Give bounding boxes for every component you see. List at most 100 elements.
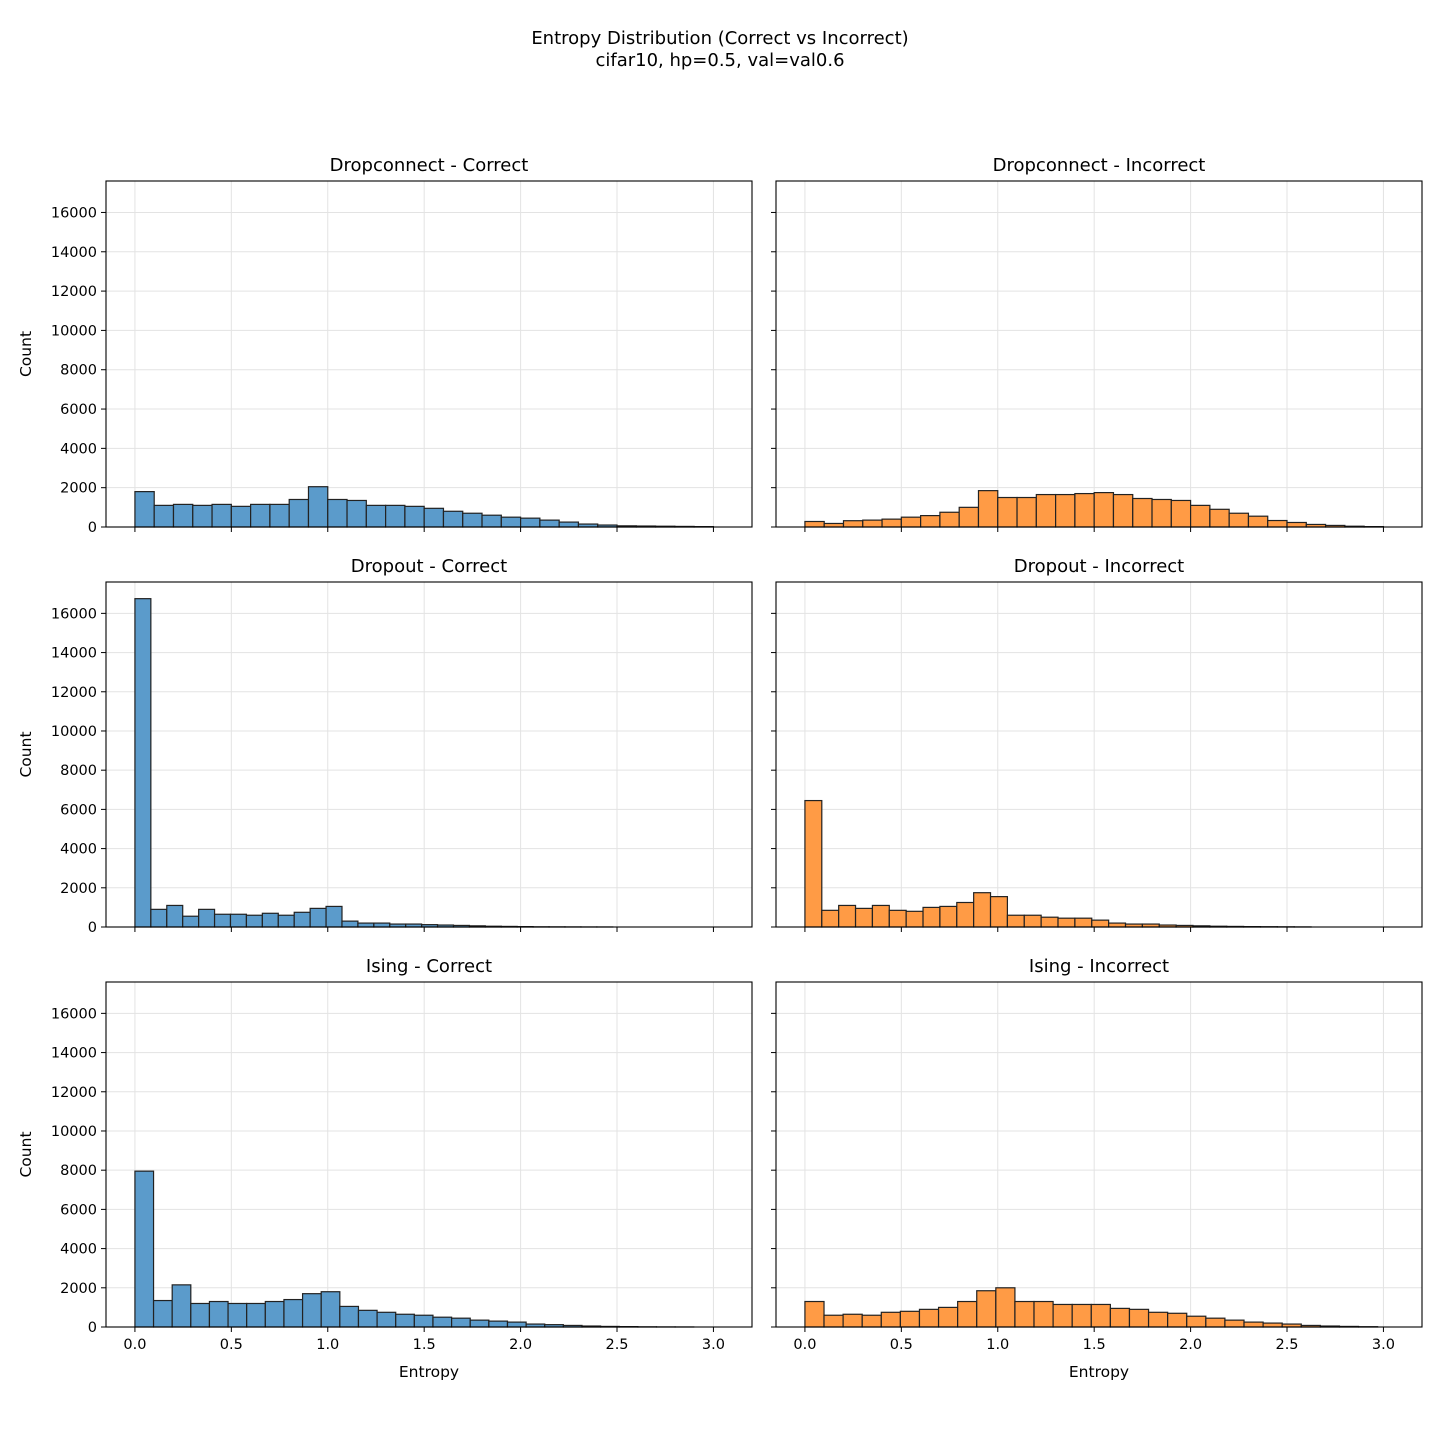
histogram-bar — [301, 1293, 322, 1328]
y-tick-label: 6000 — [60, 802, 97, 818]
histogram-bar — [1286, 521, 1307, 528]
x-tick-label: 0.0 — [123, 1337, 146, 1353]
histogram-bar — [823, 1314, 844, 1328]
histogram-bar — [854, 907, 874, 928]
histogram-bar — [1189, 504, 1211, 528]
histogram-bar — [1205, 1317, 1226, 1328]
histogram-bar — [1052, 1303, 1073, 1328]
x-tick-label: 2.5 — [605, 1337, 628, 1353]
histogram-bar — [1151, 498, 1172, 528]
histogram-bar — [1109, 1307, 1131, 1328]
histogram-bar — [230, 505, 252, 528]
histogram-bar — [481, 514, 502, 528]
histogram-bar — [250, 503, 271, 528]
y-tick-label: 2000 — [60, 1281, 97, 1297]
histogram-bar — [246, 1302, 266, 1328]
histogram-bar — [1006, 914, 1025, 928]
histogram-bar — [1247, 515, 1269, 528]
histogram-bar — [900, 516, 922, 528]
histogram-bar — [283, 1298, 304, 1328]
x-tick-label: 2.0 — [509, 1337, 532, 1353]
x-tick-label: 1.5 — [413, 1337, 436, 1353]
histogram-bar — [804, 799, 823, 928]
histogram-bar — [211, 503, 232, 528]
y-tick-label: 10000 — [51, 323, 97, 339]
y-tick-label: 4000 — [60, 441, 97, 457]
figure-title: Entropy Distribution (Correct vs Incorre… — [531, 28, 908, 49]
histogram-bar — [1071, 1303, 1092, 1328]
y-tick-label: 8000 — [60, 763, 97, 779]
histogram-bar — [134, 598, 152, 928]
histogram-bar — [376, 1311, 397, 1328]
x-tick-label: 2.0 — [1179, 1337, 1202, 1353]
histogram-bar — [1132, 497, 1153, 528]
histogram-bar — [1262, 1322, 1283, 1328]
x-axis-label: Entropy — [1069, 1363, 1129, 1381]
subplot-2: Dropconnect - Incorrect — [771, 155, 1423, 532]
histogram-bar — [341, 920, 359, 928]
histogram-bar — [995, 1287, 1016, 1328]
histogram-bar — [166, 904, 184, 928]
histogram-bar — [264, 1300, 285, 1328]
axes-frame — [105, 981, 753, 1328]
subplot-title: Ising - Correct — [366, 956, 492, 977]
histogram-bar — [373, 922, 391, 928]
histogram-bar — [462, 512, 483, 528]
histogram-bar — [888, 909, 907, 928]
axes-frame — [105, 581, 753, 928]
histogram-bar — [842, 520, 864, 528]
subplot-title: Dropout - Incorrect — [1014, 556, 1184, 577]
histogram-bar — [245, 914, 263, 928]
histogram-bar — [918, 1308, 940, 1328]
histogram-bar — [277, 914, 295, 928]
histogram-bar — [1224, 1319, 1245, 1328]
x-axis-label: Entropy — [399, 1363, 459, 1381]
histogram-bar — [309, 907, 327, 928]
x-tick-label: 0.5 — [220, 1337, 243, 1353]
axes-frame — [775, 581, 1423, 928]
histogram-bar — [208, 1300, 229, 1328]
histogram-bar — [973, 892, 992, 928]
histogram-bar — [432, 1316, 453, 1328]
histogram-bar — [1074, 492, 1095, 528]
histogram-bar — [423, 507, 445, 528]
histogram-bar — [1055, 493, 1076, 528]
axes-frame — [105, 180, 753, 528]
histogram-bar — [838, 904, 857, 928]
histogram-bar — [153, 504, 175, 528]
x-tick-label: 1.0 — [986, 1337, 1009, 1353]
histogram-bar — [288, 498, 310, 528]
histogram-bar — [880, 1311, 901, 1328]
histogram-bar — [307, 486, 329, 528]
histogram-bar — [920, 514, 941, 528]
y-tick-label: 8000 — [60, 1163, 97, 1179]
histogram-bar — [957, 1300, 978, 1328]
subplot-grid: Dropconnect - Correct 0 2000 4000 6000 8000 10… — [17, 155, 1423, 1381]
histogram-bar — [1057, 917, 1076, 928]
histogram-bar — [1228, 512, 1250, 528]
histogram-bar — [198, 908, 216, 928]
histogram-bar — [1209, 508, 1230, 528]
histogram-bar — [899, 1310, 921, 1328]
histogram-bar — [346, 499, 367, 528]
y-tick-label: 12000 — [51, 685, 97, 701]
subplot-5: Ising - Correct 0.0 0.5 1.0 1.5 2.0 2.5 3.0 0 200… — [17, 956, 753, 1381]
y-axis-label: Count — [17, 331, 35, 377]
histogram-bar — [320, 1291, 341, 1328]
histogram-bar — [213, 913, 232, 928]
y-tick-label: 2000 — [60, 881, 97, 897]
histogram-bar — [804, 1300, 825, 1328]
histogram-bar — [862, 519, 883, 528]
histogram-bar — [134, 1170, 155, 1328]
y-tick-label: 8000 — [60, 363, 97, 379]
x-tick-label: 3.0 — [702, 1337, 725, 1353]
histogram-bar — [821, 909, 840, 928]
histogram-bar — [939, 511, 960, 528]
histogram-bar — [1147, 1311, 1169, 1328]
subplot-4: Dropout - Incorrect — [771, 556, 1423, 932]
axes-frame — [775, 981, 1423, 1328]
histogram-bar — [519, 517, 541, 528]
histogram-bar — [1091, 919, 1110, 928]
histogram-bar — [937, 1306, 959, 1328]
histogram-bar — [1074, 917, 1093, 928]
